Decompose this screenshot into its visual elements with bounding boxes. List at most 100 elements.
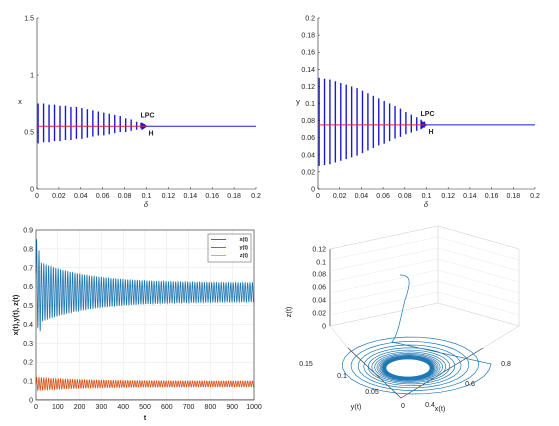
hopf-label: H bbox=[149, 130, 154, 137]
z-axis-label: z(t) bbox=[284, 306, 293, 317]
y-tick-label: 0.18 bbox=[301, 33, 315, 40]
box-edge bbox=[329, 225, 439, 250]
axes-box bbox=[329, 225, 520, 399]
x-axis-label: δ bbox=[144, 200, 149, 209]
x-tick-label: 0.14 bbox=[183, 193, 197, 200]
grid-line-z bbox=[437, 247, 520, 272]
x-tick-label: 100 bbox=[52, 404, 64, 411]
x-tick-label: 0.06 bbox=[96, 193, 110, 200]
tick-labels: 0 0.02 0.04 0.06 0.08 0.1 0.12 0.4 0.6 0.8 0 0.05 0.… bbox=[299, 247, 511, 411]
x-tick-label: 0.14 bbox=[463, 193, 477, 200]
y-tick-label: 0.2 bbox=[23, 360, 33, 367]
hopf-label: H bbox=[429, 129, 434, 136]
y-tick-label: 0.7 bbox=[23, 265, 33, 272]
x-tick-label: 0.4 bbox=[425, 402, 435, 409]
trajectory bbox=[342, 274, 492, 395]
oscillation-bars bbox=[37, 103, 256, 144]
z-tick-label: 0.06 bbox=[312, 285, 326, 292]
x-tick-label: 0.16 bbox=[485, 193, 499, 200]
panel-phase-portrait-3d: 0 0.02 0.04 0.06 0.08 0.1 0.12 0.4 0.6 0.8 0 0.05 0.… bbox=[284, 225, 520, 413]
y-tick-label: 0.6 bbox=[23, 284, 33, 291]
z-tick-label: 0.1 bbox=[316, 260, 326, 267]
lpc-label: LPC bbox=[421, 111, 435, 118]
box-edge bbox=[482, 325, 520, 349]
x-tick-label: 0.2 bbox=[251, 193, 261, 200]
x-axis-label: t bbox=[144, 413, 147, 422]
y-tick-label: 0.16 bbox=[301, 50, 315, 57]
box-edge bbox=[437, 225, 520, 250]
z-tick-label: 0.12 bbox=[312, 247, 326, 254]
x-tick-label: 300 bbox=[96, 404, 108, 411]
x-axis-label: δ bbox=[424, 200, 429, 209]
y-tick-label: 0.1 bbox=[337, 373, 347, 380]
panel-time-series: 0 100 200 300 400 500 600 700 800 900 1000 0 0.1 0.2 0… bbox=[11, 228, 262, 423]
grid-line-z bbox=[329, 258, 439, 283]
grid-line-z bbox=[437, 236, 520, 261]
lpc-label: LPC bbox=[141, 112, 155, 119]
x-tick-label: 800 bbox=[205, 404, 217, 411]
grid-line-z bbox=[437, 291, 520, 316]
grid-line-z bbox=[329, 291, 439, 316]
grid-line-z bbox=[329, 280, 439, 305]
box-edge bbox=[329, 325, 349, 349]
plot-area bbox=[37, 18, 256, 189]
x-tick-label: 0 bbox=[316, 193, 320, 200]
plot-frame bbox=[35, 229, 255, 401]
y-tick-label: 0 bbox=[401, 403, 405, 410]
y-tick-label: 0.04 bbox=[301, 152, 315, 159]
series-lines bbox=[35, 239, 255, 401]
x-tick-label: 700 bbox=[183, 404, 195, 411]
y-tick-label: 0.05 bbox=[365, 389, 379, 396]
grid-line-z bbox=[437, 269, 520, 294]
y-tick-label: 0.1 bbox=[23, 379, 33, 386]
y-tick-label: 0 bbox=[311, 187, 315, 194]
box-edge bbox=[329, 302, 439, 327]
x-tick-label: 600 bbox=[161, 404, 173, 411]
y-tick-label: 0.4 bbox=[23, 322, 33, 329]
y-tick-label: 0 bbox=[29, 398, 33, 405]
z-tick-label: 0.02 bbox=[312, 311, 326, 318]
x-tick-label: 0.12 bbox=[441, 193, 455, 200]
z-tick-label: 0 bbox=[322, 324, 326, 331]
oscillation-bars bbox=[318, 77, 535, 166]
legend: x(t) y(t) z(t) bbox=[207, 233, 252, 263]
x-tick-label: 200 bbox=[74, 404, 86, 411]
x-tick-label: 0.02 bbox=[333, 193, 347, 200]
y-tick-label: 0.8 bbox=[23, 246, 33, 253]
x-tick-label: 0.06 bbox=[376, 193, 390, 200]
y-tick-label: 0.9 bbox=[23, 228, 33, 235]
legend-label: x(t) bbox=[239, 237, 248, 243]
x-tick-label: 0.6 bbox=[465, 381, 475, 388]
y-tick-label: 0.06 bbox=[301, 135, 315, 142]
x-tick-label: 0.18 bbox=[506, 193, 520, 200]
grid-line-z bbox=[329, 236, 439, 261]
legend-label: y(t) bbox=[239, 245, 248, 251]
series-line-y bbox=[35, 376, 255, 392]
x-tick-label: 0.2 bbox=[530, 193, 540, 200]
legend-label: z(t) bbox=[240, 253, 248, 259]
y-tick-label: 0.1 bbox=[305, 101, 315, 108]
y-axis-label: y bbox=[296, 97, 300, 106]
x-tick-label: 0.02 bbox=[52, 193, 66, 200]
trajectory-line bbox=[342, 274, 492, 395]
x-tick-label: 0.1 bbox=[142, 193, 152, 200]
x-tick-label: 0.16 bbox=[205, 193, 219, 200]
y-axis-label: y(t) bbox=[351, 402, 362, 411]
z-tick-label: 0.04 bbox=[312, 298, 326, 305]
z-tick-label: 0.08 bbox=[312, 272, 326, 279]
x-tick-label: 400 bbox=[117, 404, 129, 411]
y-tick-label: 0.5 bbox=[23, 303, 33, 310]
x-tick-label: 0.12 bbox=[162, 193, 176, 200]
grid-line-z bbox=[437, 280, 520, 305]
grid-lines bbox=[329, 236, 520, 316]
tick-labels: 0 100 200 300 400 500 600 700 800 900 1000 0 0.1 0.2 0… bbox=[23, 228, 262, 412]
x-tick-label: 0.08 bbox=[118, 193, 132, 200]
x-tick-label: 0.04 bbox=[74, 193, 88, 200]
x-axis-label: x(t) bbox=[435, 404, 446, 413]
y-axis-label: x bbox=[18, 97, 22, 106]
y-tick-label: 0.5 bbox=[24, 130, 34, 137]
grid-line-z bbox=[437, 258, 520, 283]
y-tick-label: 0.3 bbox=[23, 341, 33, 348]
x-tick-label: 0.1 bbox=[422, 193, 432, 200]
